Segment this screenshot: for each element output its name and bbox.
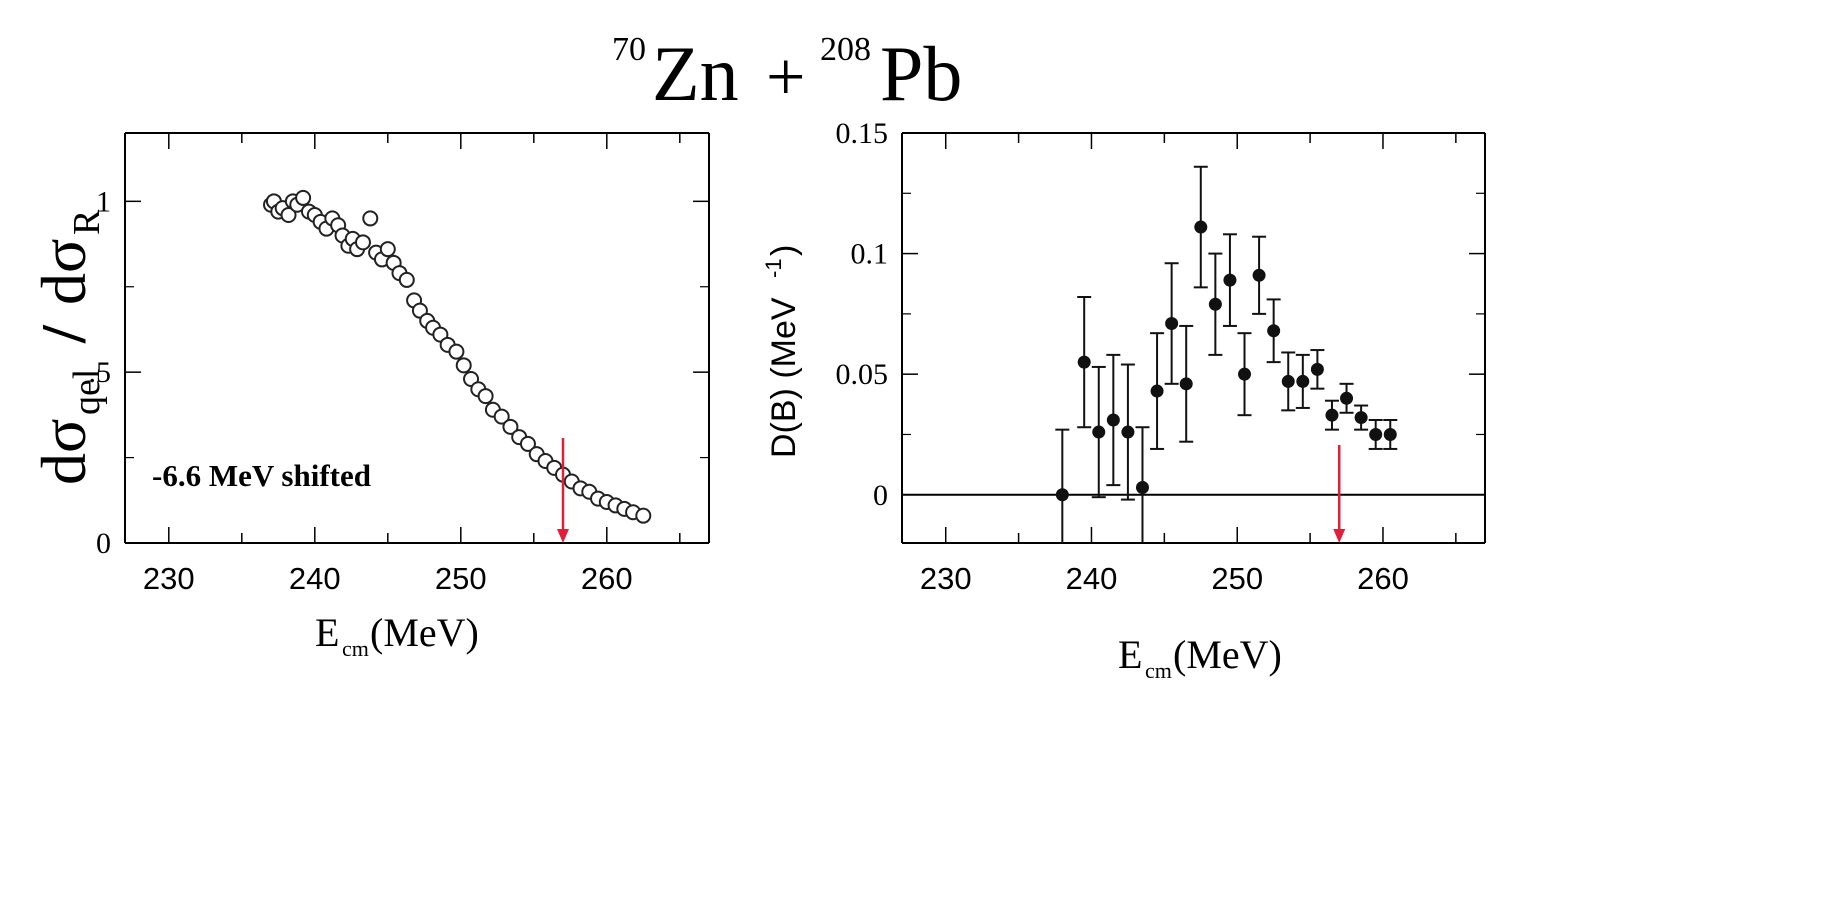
right-plot: 230 240 250 260 0 0.05 0.1 0.15 E cm (MeV) D(B)… [761, 117, 1486, 683]
left-data-point [398, 271, 415, 288]
right-data-point [1150, 384, 1164, 398]
right-data-point [1055, 488, 1069, 502]
right-xtick-label: 240 [1066, 561, 1118, 596]
right-x-label-tail: (MeV) [1173, 632, 1282, 677]
left-xtick-label: 240 [289, 561, 341, 596]
left-plot-annotation: -6.6 MeV shifted [152, 458, 371, 493]
right-plot-ticks: 230 240 250 260 0 0.05 0.1 0.15 [836, 117, 1485, 596]
right-arrow-head [1333, 529, 1346, 543]
right-y-label-sup: -1 [761, 258, 786, 278]
right-y-axis-label: D(B) (MeV -1 ) [761, 245, 803, 458]
title-mass-number-1: 70 [612, 31, 646, 68]
left-data-point [362, 210, 379, 227]
left-y-label-a-sub: qel [66, 369, 108, 415]
right-data-point [1194, 220, 1208, 234]
left-x-axis-label: E cm (MeV) [315, 610, 479, 661]
right-x-label-main: E [1118, 632, 1142, 677]
right-xtick-label: 260 [1357, 561, 1409, 596]
left-data-point [295, 189, 312, 206]
left-data-point [455, 357, 472, 374]
left-data-point [493, 408, 510, 425]
left-ytick-label: 0 [96, 527, 111, 560]
left-arrow-head [557, 529, 569, 543]
left-y-label-a: dσ [28, 419, 99, 486]
right-y-label-close: ) [765, 245, 803, 256]
right-ytick-label: 0.15 [836, 117, 889, 150]
right-data-point [1252, 268, 1266, 282]
title-element-2: Pb [880, 30, 962, 117]
left-data-point [477, 388, 494, 405]
left-data-point [635, 507, 652, 524]
left-data-point [519, 435, 536, 452]
right-data-point [1135, 481, 1149, 495]
left-x-label-main: E [315, 610, 339, 655]
right-data-point [1325, 408, 1339, 422]
figure-title: 70 Zn + 208 Pb [612, 30, 962, 117]
right-data-point [1106, 413, 1120, 427]
left-xtick-label: 260 [581, 561, 633, 596]
right-data-point [1077, 355, 1091, 369]
left-ytick-label: 1 [96, 185, 111, 218]
right-plot-arrow [1333, 445, 1346, 543]
title-mass-number-2: 208 [820, 31, 871, 68]
left-x-label-sub: cm [342, 636, 369, 661]
right-data-point [1238, 367, 1252, 381]
right-data-point [1296, 374, 1310, 388]
right-data-point [1165, 317, 1179, 331]
left-data-point [502, 418, 519, 435]
right-x-axis-label: E cm (MeV) [1118, 632, 1282, 683]
right-x-label-sub: cm [1145, 658, 1172, 683]
title-element-1: Zn [652, 30, 739, 117]
left-y-label-b: dσ [28, 239, 99, 306]
left-plot-arrow [557, 438, 569, 543]
right-xtick-label: 250 [1211, 561, 1263, 596]
right-ytick-label: 0.1 [851, 238, 889, 271]
right-data-point [1340, 391, 1354, 405]
right-plot-frame [901, 132, 1486, 544]
right-data-point [1179, 377, 1193, 391]
left-data-point [379, 241, 396, 258]
left-plot: 230 240 250 260 0 .5 1 -6.6 MeV shifted E cm (… [28, 132, 710, 661]
right-y-label-text: D(B) (MeV [765, 297, 803, 458]
right-data-point [1369, 427, 1383, 441]
left-y-label-slash: / [28, 324, 99, 344]
left-data-point [448, 343, 465, 360]
right-data-point [1092, 425, 1106, 439]
right-data-point [1354, 411, 1368, 425]
left-x-label-tail: (MeV) [370, 610, 479, 655]
left-ytick-label: .5 [89, 356, 112, 389]
left-plot-ticks: 230 240 250 260 0 .5 1 [89, 133, 709, 596]
right-ytick-label: 0 [873, 479, 888, 512]
right-data-point [1383, 427, 1397, 441]
right-data-point [1121, 425, 1135, 439]
left-xtick-label: 230 [143, 561, 195, 596]
right-ytick-label: 0.05 [836, 358, 889, 391]
right-data-point [1281, 374, 1295, 388]
left-y-axis-label: dσ qel / dσ R [28, 209, 108, 485]
left-plot-points [263, 189, 652, 524]
left-data-point [354, 234, 371, 251]
left-y-label-b-sub: R [66, 209, 108, 235]
right-plot-points [1055, 165, 1398, 543]
right-data-point [1267, 324, 1281, 338]
right-data-point [1223, 273, 1237, 287]
left-xtick-label: 250 [435, 561, 487, 596]
right-data-point [1310, 362, 1324, 376]
right-data-point [1208, 297, 1222, 311]
right-xtick-label: 230 [920, 561, 972, 596]
title-plus: + [766, 39, 805, 116]
